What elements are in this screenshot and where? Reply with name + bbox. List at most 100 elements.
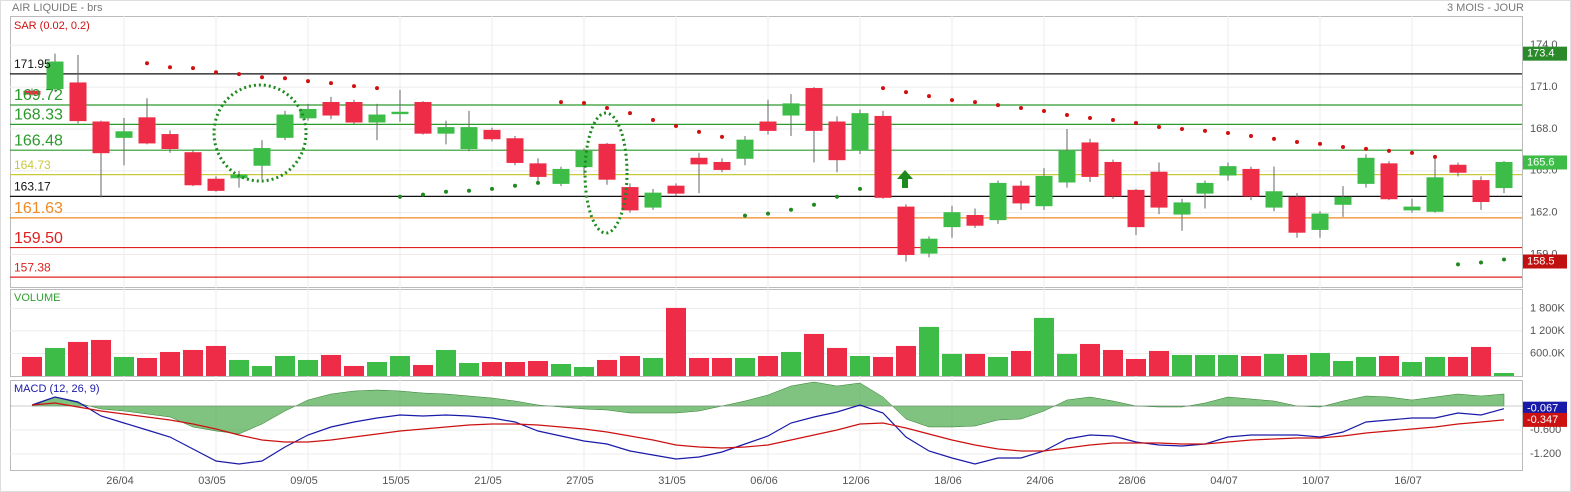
- level-label: 169.72: [14, 87, 63, 104]
- volume-bar: [781, 351, 801, 376]
- sar-dot: [559, 100, 563, 105]
- sar-label: SAR (0.02, 0.2): [14, 20, 90, 32]
- x-tick-label: 15/05: [382, 475, 410, 487]
- volume-bar: [1057, 353, 1077, 376]
- volume-bar: [1241, 355, 1261, 376]
- candle-body: [1472, 180, 1490, 203]
- candle-body: [161, 134, 179, 150]
- volume-bar: [114, 356, 134, 376]
- volume-bar: [436, 349, 456, 376]
- candle-body: [874, 115, 892, 198]
- volume-bar: [1264, 353, 1284, 376]
- sar-dot: [605, 106, 609, 111]
- macd-panel: [10, 380, 1523, 471]
- candle-body: [138, 117, 156, 144]
- sar-dot: [214, 70, 218, 75]
- value-box-label: -0.347: [1527, 414, 1558, 426]
- macd-label: MACD (12, 26, 9): [14, 383, 100, 395]
- candle-body: [207, 178, 225, 191]
- candle-body: [851, 113, 869, 151]
- volume-bar: [689, 357, 709, 376]
- candle-body: [92, 121, 110, 154]
- sar-dot: [1088, 115, 1092, 120]
- sar-dot: [237, 72, 241, 77]
- sar-dot: [421, 192, 425, 197]
- y-tick-label: 1 200K: [1530, 325, 1566, 337]
- x-tick-label: 31/05: [658, 475, 686, 487]
- sar-dot: [145, 61, 149, 66]
- volume-bar: [712, 357, 732, 376]
- volume-bar: [1333, 360, 1353, 376]
- x-tick-label: 04/07: [1210, 475, 1238, 487]
- sar-dot: [1180, 126, 1184, 131]
- candle-body: [1081, 142, 1099, 177]
- sar-dot: [1502, 257, 1506, 262]
- x-tick-label: 18/06: [934, 475, 962, 487]
- volume-bar: [850, 355, 870, 376]
- candle-body: [782, 103, 800, 116]
- volume-bar: [1471, 346, 1491, 376]
- candle-body: [1403, 206, 1421, 211]
- volume-bar: [1149, 350, 1169, 376]
- sar-dot: [881, 86, 885, 91]
- volume-bar: [758, 355, 778, 376]
- volume-bar: [298, 359, 318, 376]
- volume-bar: [459, 362, 479, 376]
- volume-bar: [1287, 354, 1307, 376]
- volume-bar: [1080, 343, 1100, 376]
- sar-dot: [536, 180, 540, 185]
- sar-dot: [375, 86, 379, 91]
- sar-dot: [674, 124, 678, 129]
- candle-body: [1242, 168, 1260, 197]
- y-tick-label: 162.0: [1530, 207, 1558, 219]
- volume-bar: [988, 356, 1008, 376]
- sar-dot: [1226, 131, 1230, 136]
- period: 3 MOIS - JOUR: [1447, 2, 1524, 14]
- macd-line: [31, 396, 1505, 465]
- candle-body: [1173, 202, 1191, 215]
- volume-bar: [91, 339, 111, 376]
- sar-dot: [720, 134, 724, 139]
- sar-dot: [260, 75, 264, 80]
- sar-dot: [743, 213, 747, 218]
- volume-bar: [1448, 356, 1468, 376]
- level-label: 164.73: [14, 158, 51, 172]
- x-tick-label: 27/05: [566, 475, 594, 487]
- level-label: 163.17: [14, 180, 51, 194]
- candle-body: [460, 127, 478, 150]
- candle-body: [1265, 191, 1283, 208]
- volume-bar: [137, 357, 157, 376]
- volume-bar: [275, 355, 295, 376]
- candle-body: [897, 206, 915, 256]
- candle-body: [69, 82, 87, 122]
- volume-bar: [344, 365, 364, 376]
- candle-body: [966, 214, 984, 226]
- volume-bar: [482, 361, 502, 376]
- candle-body: [1150, 171, 1168, 208]
- candle-body: [805, 88, 823, 131]
- sar-dot: [490, 186, 494, 191]
- candle-body: [1288, 196, 1306, 233]
- sar-dot: [1272, 136, 1276, 141]
- sar-dot: [950, 98, 954, 103]
- sar-dot: [1134, 120, 1138, 125]
- sar-dot: [835, 194, 839, 199]
- volume-bar: [505, 361, 525, 376]
- candle-body: [1449, 164, 1467, 173]
- level-label: 168.33: [14, 107, 63, 124]
- volume-bar: [1218, 354, 1238, 376]
- volume-bar: [804, 333, 824, 376]
- volume-bar: [206, 345, 226, 376]
- candle-body: [575, 150, 593, 168]
- candle-body: [345, 101, 363, 123]
- candle-body: [391, 111, 409, 115]
- volume-bar: [1425, 356, 1445, 376]
- volume-bar: [551, 363, 571, 376]
- candle-body: [184, 152, 202, 186]
- candle-body: [322, 101, 340, 116]
- grid: [10, 16, 1522, 470]
- sar-dot: [766, 211, 770, 216]
- x-tick-label: 12/06: [842, 475, 870, 487]
